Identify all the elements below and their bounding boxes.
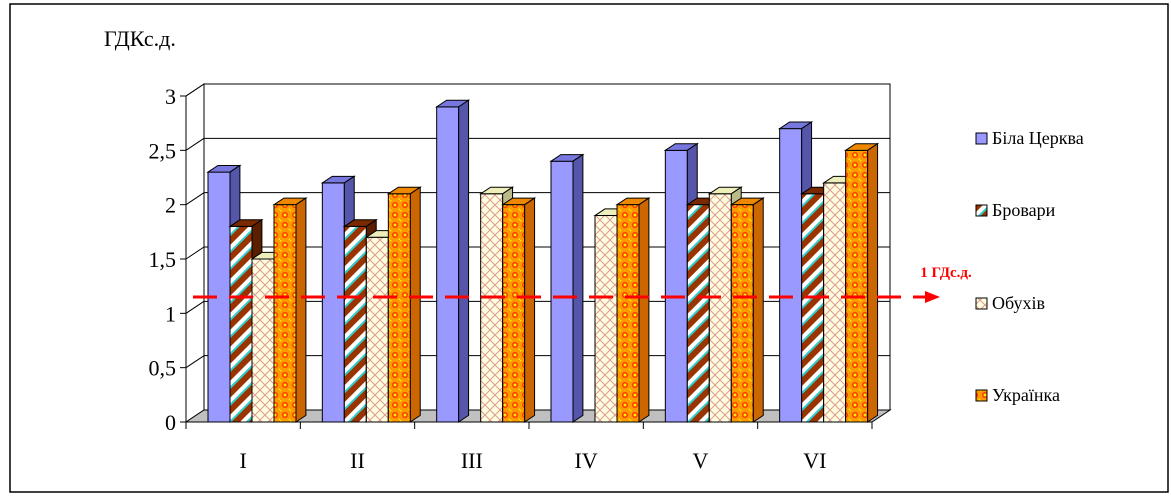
- legend-swatch: [975, 132, 988, 145]
- legend-item: Українка: [975, 385, 1060, 405]
- bar-front: [480, 193, 504, 423]
- bar-front: [229, 225, 253, 423]
- bar: [615, 197, 651, 423]
- legend-swatch: [975, 389, 988, 402]
- x-tick-label: I: [240, 448, 247, 473]
- x-tick-label: V: [693, 448, 709, 473]
- bar: [549, 153, 585, 423]
- bar-side: [295, 197, 307, 423]
- y-tick-label: 0,5: [149, 356, 177, 381]
- legend: Біла Церква Бровари Обухів Українка: [975, 128, 1084, 405]
- x-tick-label: III: [461, 448, 483, 473]
- bar-side: [752, 197, 764, 423]
- reference-line-group: 1 ГДс.д.: [193, 265, 972, 304]
- x-tick-label: IV: [575, 448, 598, 473]
- bar-front: [686, 204, 710, 423]
- y-tick-label: 2: [165, 193, 176, 218]
- bar-front: [664, 149, 688, 423]
- bar-front: [779, 128, 803, 423]
- bar-front: [436, 106, 460, 423]
- y-tick-label: 3: [165, 84, 176, 109]
- bar-front: [343, 225, 367, 423]
- bar-side: [409, 186, 421, 423]
- bar-front: [616, 204, 640, 423]
- legend-label: Українка: [992, 385, 1060, 405]
- bar-front: [387, 193, 411, 423]
- gridlines: [185, 83, 890, 369]
- bar-front: [365, 236, 389, 423]
- bar-front: [730, 204, 754, 423]
- legend-label: Обухів: [992, 293, 1045, 313]
- bar-side: [638, 197, 650, 423]
- bar: [501, 197, 537, 423]
- legend-item: Обухів: [975, 293, 1045, 313]
- bar: [435, 99, 471, 423]
- bar: [844, 142, 880, 423]
- bar-front: [708, 193, 732, 423]
- gridline-side: [185, 355, 205, 369]
- bar: [272, 197, 308, 423]
- gridline-side: [185, 137, 205, 151]
- bar-side: [458, 99, 470, 423]
- reference-line-label: 1 ГДс.д.: [920, 265, 972, 281]
- y-tick-label: 1,5: [149, 247, 177, 272]
- bar-front: [801, 193, 825, 423]
- x-tick-label: VI: [803, 448, 826, 473]
- gridline-side: [185, 192, 205, 206]
- bar: [729, 197, 765, 423]
- legend-swatch: [975, 297, 988, 310]
- gridline-side: [185, 246, 205, 260]
- x-tick-label: II: [350, 448, 365, 473]
- bar-front: [594, 215, 618, 423]
- legend-swatch: [975, 204, 988, 217]
- gridline-side: [185, 300, 205, 314]
- y-axis-title: ГДКс.д.: [104, 26, 176, 51]
- x-axis: I II III IV V VI: [185, 421, 873, 473]
- y-tick-label: 1: [165, 301, 176, 326]
- bar-front: [845, 149, 869, 423]
- bar-front: [550, 160, 574, 423]
- reference-arrow: [925, 291, 940, 304]
- legend-label: Біла Церква: [992, 128, 1084, 148]
- legend-label: Бровари: [992, 200, 1056, 220]
- legend-item: Бровари: [975, 200, 1056, 220]
- legend-item: Біла Церква: [975, 128, 1084, 148]
- bar-side: [572, 153, 584, 423]
- bar-front: [502, 204, 526, 423]
- bar-front: [251, 258, 275, 423]
- bar-side: [524, 197, 536, 423]
- bar-front: [273, 204, 297, 423]
- bar-side: [867, 142, 879, 423]
- bar-front: [823, 182, 847, 423]
- y-tick-label: 2,5: [149, 138, 177, 163]
- gridline-side: [185, 83, 205, 97]
- bars-group: [206, 99, 880, 423]
- bar-front: [321, 182, 345, 423]
- y-tick-label: 0: [165, 410, 176, 435]
- bar: [386, 186, 422, 423]
- y-axis: 0 0,5 1 1,5 2 2,5 3: [149, 84, 187, 435]
